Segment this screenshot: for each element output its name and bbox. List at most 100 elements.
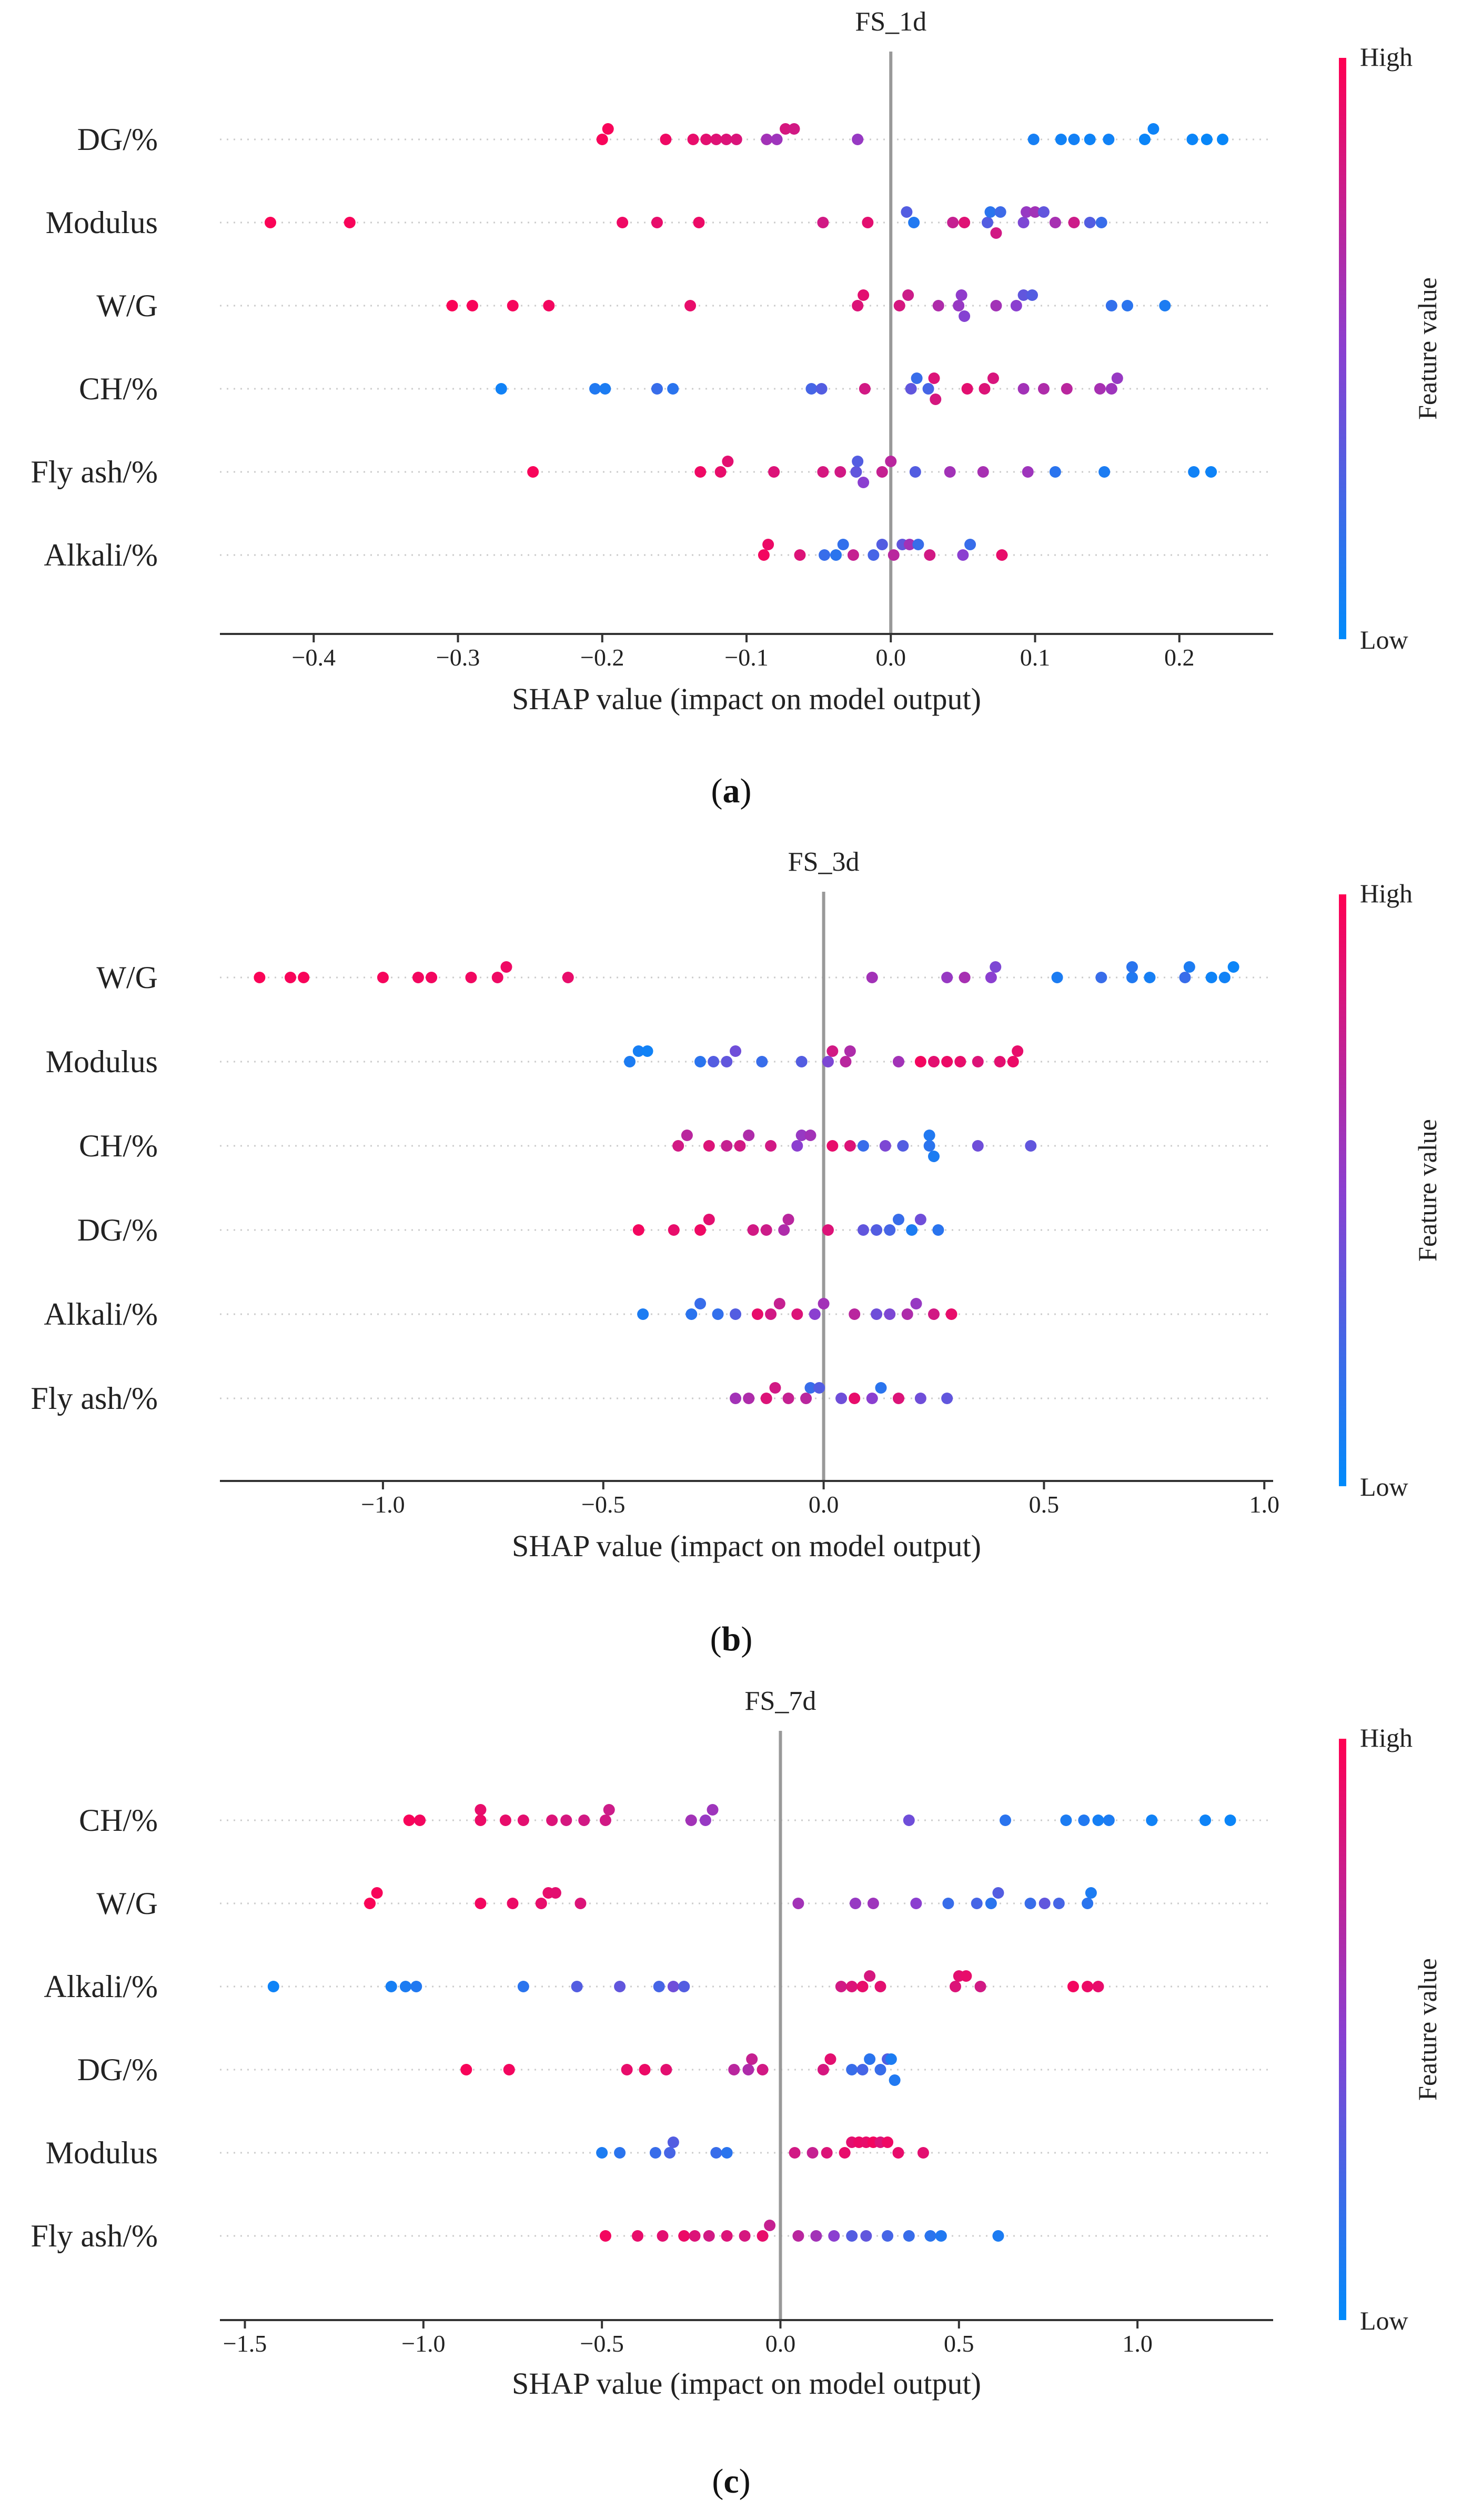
shap-point xyxy=(964,539,976,550)
shap-point xyxy=(846,1981,858,1992)
x-tick-label: −0.1 xyxy=(724,644,768,671)
shap-point xyxy=(632,2230,644,2242)
shap-point xyxy=(884,1308,896,1320)
shap-point xyxy=(1082,1898,1094,1909)
shap-point xyxy=(806,2147,819,2159)
shap-point xyxy=(742,2064,754,2075)
shap-point xyxy=(866,972,878,983)
shap-point xyxy=(410,1981,422,1992)
shap-point xyxy=(657,2230,669,2242)
shap-point xyxy=(804,1130,816,1141)
shap-point xyxy=(852,300,864,311)
shap-point xyxy=(928,1308,940,1320)
shap-point xyxy=(426,972,438,983)
shap-point xyxy=(1084,217,1096,228)
shap-point xyxy=(298,972,310,983)
shap-point xyxy=(791,1140,803,1152)
shap-point xyxy=(901,206,913,218)
shap-point xyxy=(1049,217,1061,228)
shap-point xyxy=(1068,217,1080,228)
shap-point xyxy=(507,300,519,311)
shap-point xyxy=(795,1056,808,1067)
chart-title: FS_1d xyxy=(855,7,926,37)
shap-point xyxy=(897,1140,909,1152)
shap-point xyxy=(762,539,774,550)
shap-point xyxy=(507,1898,519,1909)
shap-point xyxy=(822,1056,834,1067)
shap-point xyxy=(903,539,915,550)
shap-point xyxy=(730,1308,742,1320)
shap-point xyxy=(884,1224,896,1236)
shap-point xyxy=(1217,134,1229,145)
shap-point xyxy=(560,1815,572,1826)
shap-point xyxy=(1103,1815,1115,1826)
shap-point xyxy=(885,2053,897,2065)
shap-point xyxy=(703,2230,715,2242)
chart-title: FS_3d xyxy=(788,847,860,877)
shap-point xyxy=(1218,972,1231,983)
feature-label: Modulus xyxy=(46,2135,158,2170)
shap-point xyxy=(892,1056,904,1067)
shap-point xyxy=(889,2074,901,2086)
shap-point xyxy=(1085,1887,1097,1899)
feature-label: W/G xyxy=(96,288,158,323)
shap-point xyxy=(778,1224,790,1236)
shap-point xyxy=(632,1224,644,1236)
shap-point xyxy=(990,300,1002,311)
shap-point xyxy=(852,456,864,467)
shap-point xyxy=(499,1815,511,1826)
shap-point xyxy=(800,1393,812,1404)
feature-label: CH/% xyxy=(79,1128,158,1163)
shap-point xyxy=(959,310,971,322)
shap-point xyxy=(364,1898,376,1909)
shap-point xyxy=(1183,961,1195,973)
shap-point xyxy=(950,1981,962,1992)
shap-point xyxy=(758,549,770,561)
shap-point xyxy=(267,1981,279,1992)
shap-point xyxy=(795,1130,808,1141)
shap-point xyxy=(788,123,800,135)
shap-point xyxy=(822,1224,834,1236)
shap-point xyxy=(835,1981,847,1992)
shap-point xyxy=(660,2064,672,2075)
shap-point xyxy=(882,2230,894,2242)
shap-point xyxy=(905,383,917,395)
shap-point xyxy=(617,217,629,228)
shap-point xyxy=(892,1393,904,1404)
shap-point xyxy=(637,1308,649,1320)
colorbar-title: Feature value xyxy=(1413,1119,1442,1262)
x-tick-label: 0.2 xyxy=(1164,644,1195,671)
shap-point xyxy=(685,1815,697,1826)
shap-point xyxy=(818,1298,830,1309)
shap-point xyxy=(994,1056,1006,1067)
x-tick-label: −0.5 xyxy=(581,1491,625,1518)
shap-point xyxy=(914,1214,926,1225)
shap-point xyxy=(614,2147,626,2159)
shap-point xyxy=(1037,206,1050,218)
shap-point xyxy=(857,1140,869,1152)
shap-point xyxy=(924,549,936,561)
feature-label: CH/% xyxy=(79,1803,158,1838)
shap-point xyxy=(882,2136,894,2148)
shap-point xyxy=(412,972,424,983)
colorbar-high-label: High xyxy=(1360,1723,1413,1752)
shap-point xyxy=(959,217,971,228)
x-tick-label: −0.3 xyxy=(436,644,480,671)
shap-point xyxy=(984,206,996,218)
shap-point xyxy=(684,300,697,311)
feature-label: CH/% xyxy=(79,371,158,406)
shap-point xyxy=(703,1214,715,1225)
shap-point xyxy=(935,2230,947,2242)
shap-point xyxy=(928,372,940,384)
shap-point xyxy=(1007,1056,1019,1067)
shap-point xyxy=(780,123,792,135)
shap-point xyxy=(264,217,276,228)
shap-point xyxy=(856,2064,869,2075)
x-tick-label: 0.5 xyxy=(944,2330,974,2357)
shap-point xyxy=(1024,1898,1036,1909)
shap-point xyxy=(835,1393,848,1404)
shap-point xyxy=(562,972,574,983)
shap-point xyxy=(743,1393,755,1404)
shap-point xyxy=(960,1970,972,1982)
